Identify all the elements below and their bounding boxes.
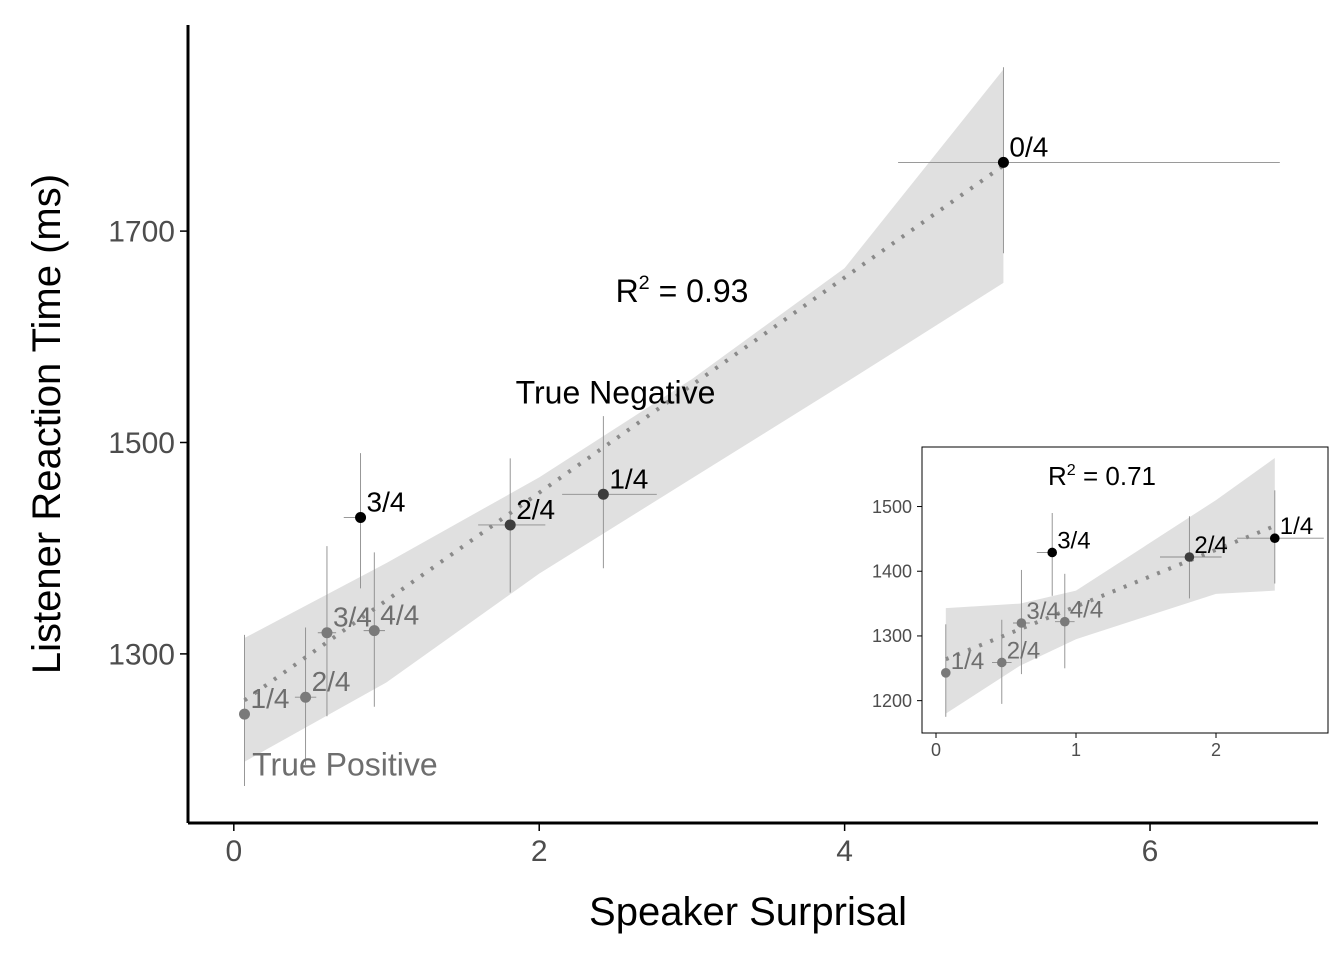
- data-point: [1060, 616, 1070, 627]
- x-tick-label: 2: [531, 835, 548, 868]
- data-point: [1047, 547, 1057, 558]
- y-tick-label: 1700: [108, 216, 175, 249]
- r-squared-annotation: R2 = 0.93: [616, 272, 749, 309]
- point-label: 1/4: [1280, 513, 1313, 540]
- point-label: 2/4: [1007, 637, 1040, 664]
- main-plot-panel: 1/4 2/4 3/4 4/4 3/4 2/4 1/4 0/4 0 2 4 6 1300 1500 1700…: [25, 25, 1318, 934]
- true-negative-annotation: True Negative: [516, 374, 716, 410]
- y-tick-label: 1200: [872, 691, 912, 711]
- y-tick-label: 1400: [872, 562, 912, 582]
- point-label: 0/4: [1009, 131, 1048, 162]
- x-tick-label: 0: [225, 835, 242, 868]
- x-tick-label: 2: [1211, 740, 1221, 760]
- data-point: [1270, 533, 1280, 544]
- confidence-ribbon: [945, 458, 1275, 714]
- point-label: 2/4: [1194, 532, 1227, 559]
- data-point: [597, 488, 609, 500]
- point-label: 4/4: [380, 600, 419, 631]
- inset-plot-panel: 1/4 2/4 3/4 4/4 3/4 2/4 1/4 0 1 2 1200 1300 1400 1500…: [872, 446, 1329, 760]
- point-label: 2/4: [516, 494, 555, 525]
- data-point: [239, 708, 250, 720]
- y-tick-label: 1300: [872, 626, 912, 646]
- data-point: [368, 625, 380, 637]
- data-point: [300, 691, 312, 703]
- data-point: [1184, 552, 1195, 562]
- data-point: [355, 512, 367, 524]
- point-label: 3/4: [367, 487, 406, 518]
- y-tick-label: 1500: [108, 427, 175, 460]
- y-tick-label: 1500: [872, 497, 912, 517]
- point-label: 1/4: [251, 683, 290, 714]
- confidence-ribbon: [244, 69, 1004, 762]
- point-label: 3/4: [1026, 598, 1059, 625]
- point-label: 2/4: [312, 666, 351, 697]
- true-positive-annotation: True Positive: [252, 746, 438, 782]
- r-squared-annotation: R2 = 0.71: [1048, 461, 1156, 491]
- point-label: 3/4: [1057, 527, 1090, 554]
- data-point: [504, 519, 516, 531]
- x-tick-label: 6: [1142, 835, 1159, 868]
- point-label: 4/4: [1070, 597, 1103, 624]
- x-tick-label: 4: [836, 835, 853, 868]
- data-point: [997, 156, 1009, 168]
- x-tick-label: 0: [931, 740, 941, 760]
- point-label: 1/4: [951, 648, 984, 675]
- x-axis-title: Speaker Surprisal: [589, 890, 907, 934]
- data-point: [1016, 618, 1027, 628]
- point-label: 1/4: [609, 463, 648, 494]
- data-point: [997, 657, 1007, 668]
- y-axis-title: Listener Reaction Time (ms): [25, 174, 69, 674]
- x-tick-label: 1: [1071, 740, 1081, 760]
- data-point: [321, 627, 333, 639]
- point-label: 3/4: [333, 602, 372, 633]
- y-tick-label: 1300: [108, 638, 175, 671]
- data-point: [941, 668, 951, 678]
